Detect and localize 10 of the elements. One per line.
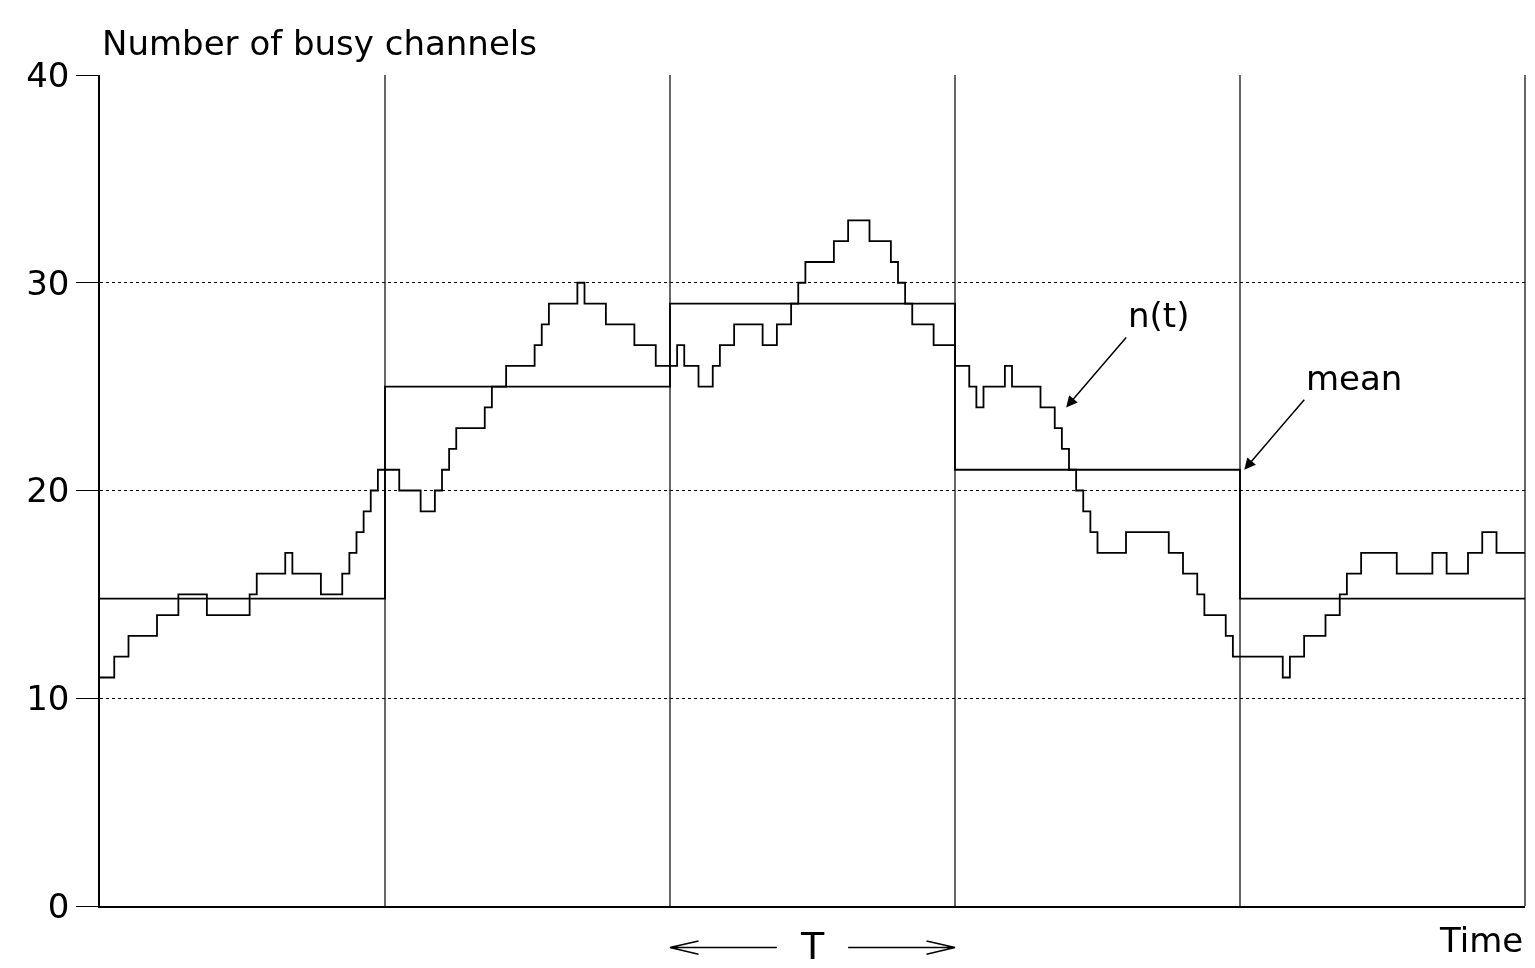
text: T bbox=[800, 924, 825, 968]
y-axis-title: Number of busy channels bbox=[102, 23, 537, 63]
y-tick-label: 20 bbox=[26, 470, 70, 511]
y-tick-label: 30 bbox=[26, 262, 70, 303]
y-tick-label: 10 bbox=[26, 678, 70, 719]
y-tick-label: 40 bbox=[26, 54, 70, 95]
y-tick-label: 0 bbox=[47, 885, 70, 926]
x-axis-title: Time bbox=[1439, 920, 1524, 960]
annotation: mean bbox=[1306, 358, 1403, 398]
annotation: n(t) bbox=[1128, 295, 1190, 335]
